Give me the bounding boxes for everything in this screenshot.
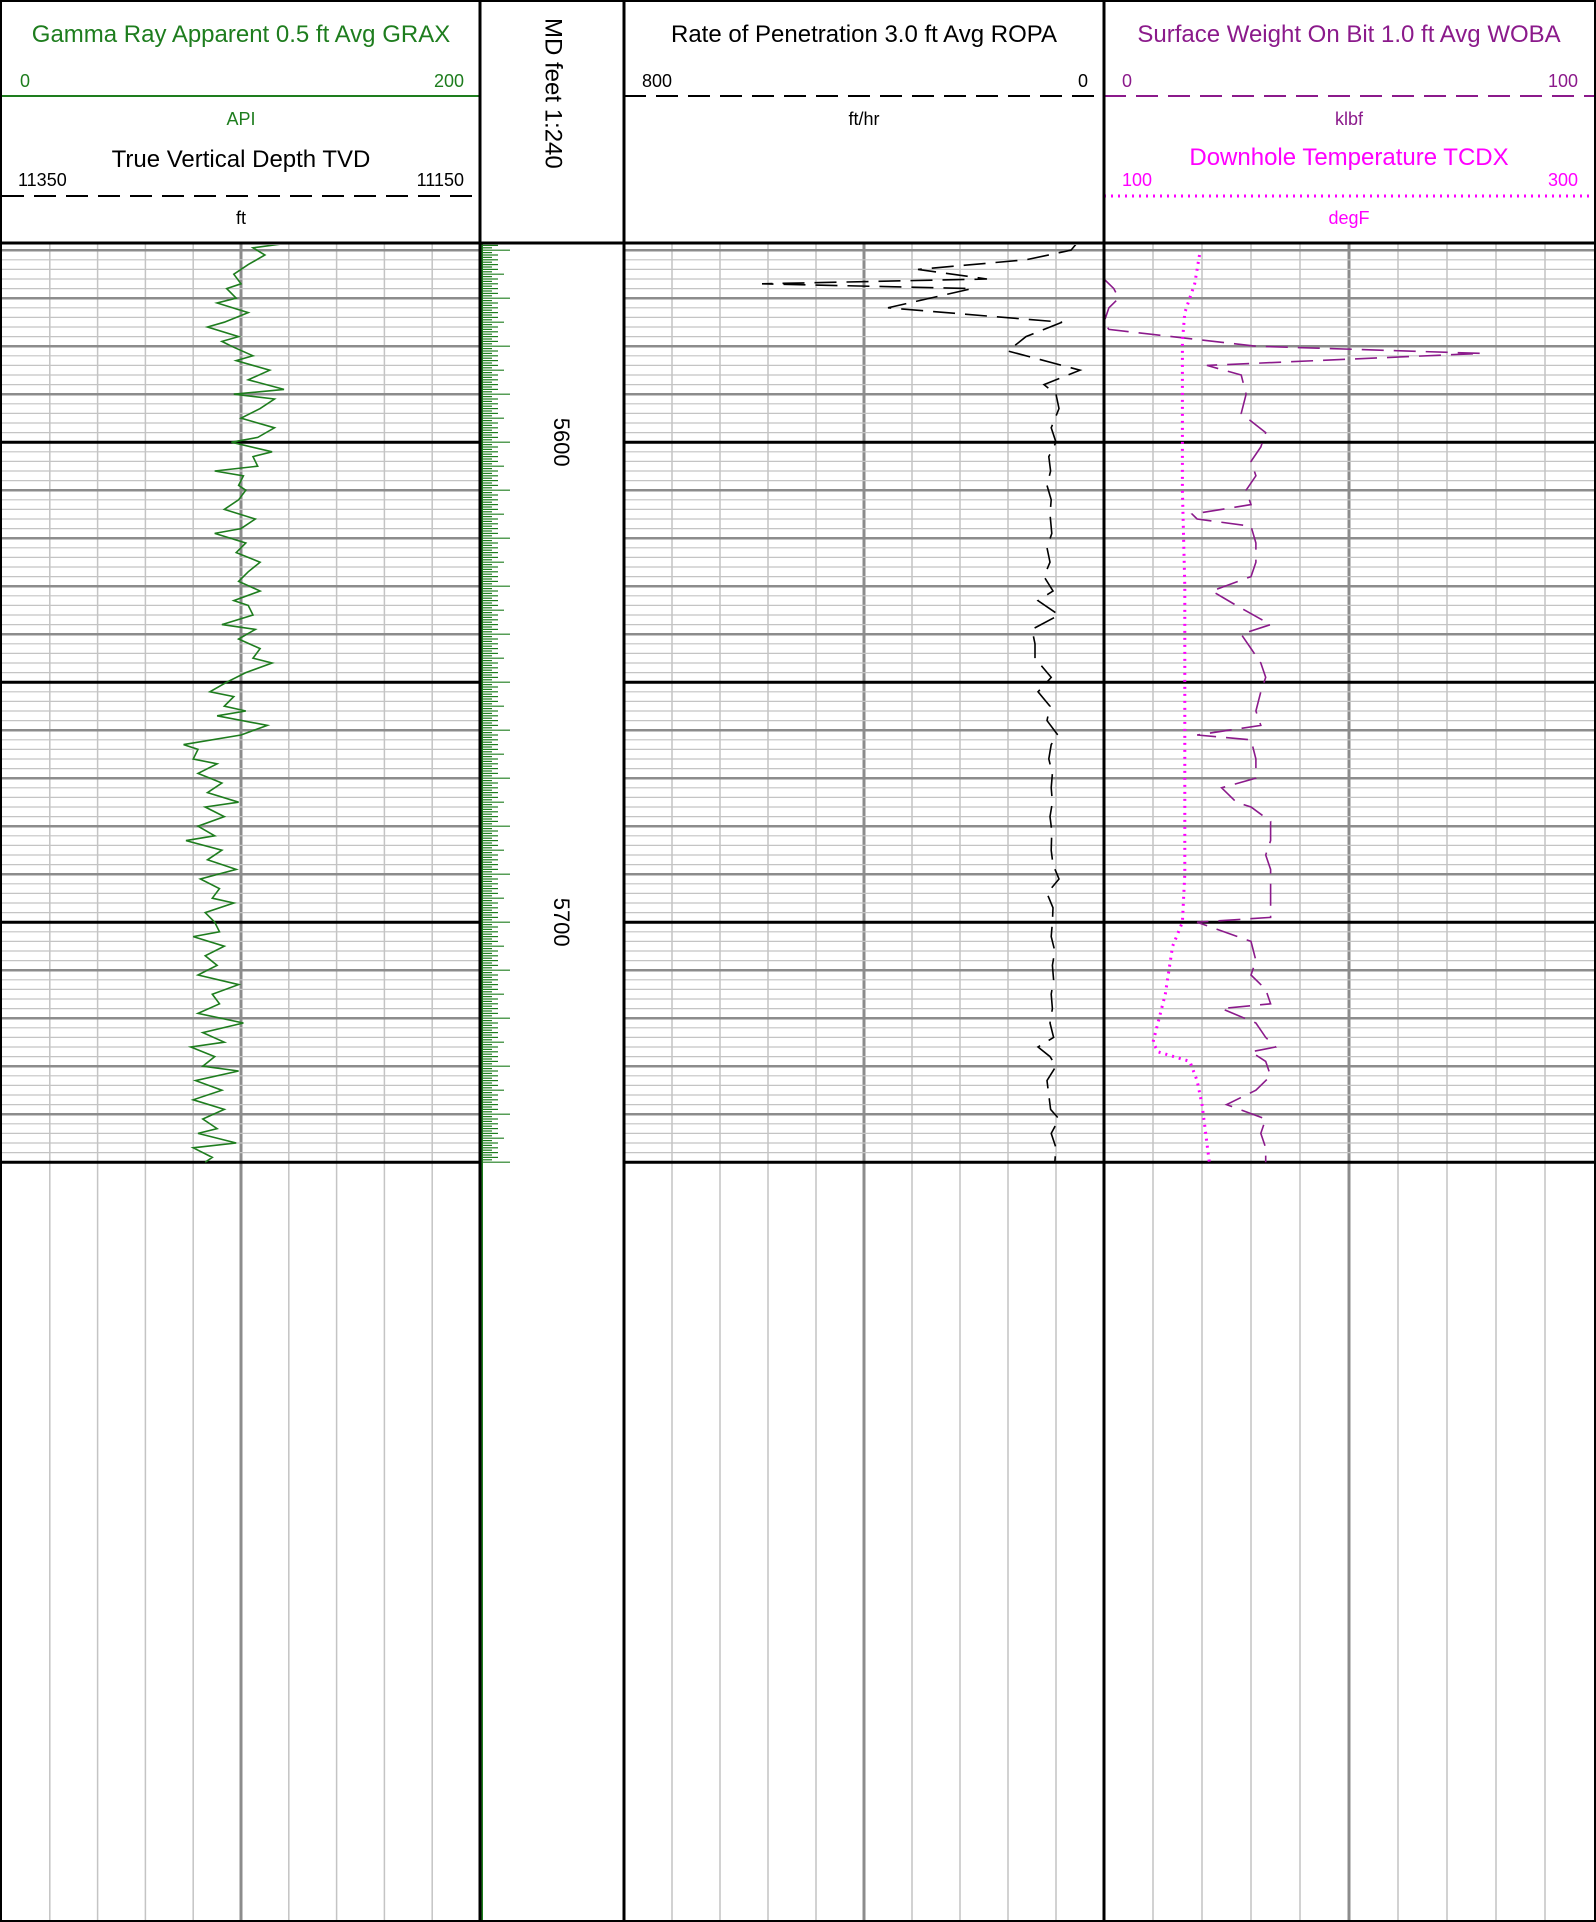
wob-curve-1-min-label: 100 <box>1122 170 1152 190</box>
curve-gamma-0 <box>183 245 285 1163</box>
header-layer: Gamma Ray Apparent 0.5 ft Avg GRAX 0 200 AP… <box>2 18 1594 228</box>
wob-curve-0-min-label: 0 <box>1122 71 1132 91</box>
gamma-curve-1-max-label: 11150 <box>417 170 464 190</box>
depth-scale-ticks: 5600 5700 <box>481 243 574 1922</box>
gamma-curve-0-name: Gamma Ray Apparent 0.5 ft Avg GRAX <box>32 21 450 48</box>
gamma-curve-0-min-label: 0 <box>20 71 30 91</box>
curve-wob-0 <box>1105 278 1482 1163</box>
gamma-curve-1-min-label: 11350 <box>18 170 67 190</box>
curve-wob-1 <box>1151 254 1211 1163</box>
depth-label-5700: 5700 <box>549 898 574 947</box>
rop-curve-0-name: Rate of Penetration 3.0 ft Avg ROPA <box>671 21 1057 48</box>
rop-curve-0-max-label: 0 <box>1078 71 1088 91</box>
curves-layer <box>183 245 1482 1163</box>
gamma-curve-0-unit: API <box>226 109 255 129</box>
rop-curve-0-unit: ft/hr <box>848 109 879 129</box>
wob-curve-1-max-label: 300 <box>1548 170 1578 190</box>
wob-curve-1-name: Downhole Temperature TCDX <box>1189 144 1508 171</box>
gamma-curve-1-name: True Vertical Depth TVD <box>112 146 371 173</box>
wob-curve-0-max-label: 100 <box>1548 71 1578 91</box>
wob-curve-0-unit: klbf <box>1335 109 1364 129</box>
gamma-curve-0-max-label: 200 <box>434 71 464 91</box>
gamma-curve-1-unit: ft <box>236 208 246 228</box>
rop-curve-0-min-label: 800 <box>642 71 672 91</box>
grid-layer <box>2 243 1594 1922</box>
curve-rop-0 <box>761 245 1083 1163</box>
depth-axis-title: MD feet 1:240 <box>540 18 567 169</box>
depth-label-5600: 5600 <box>549 418 574 467</box>
wob-curve-1-unit: degF <box>1328 208 1369 228</box>
wob-curve-0-name: Surface Weight On Bit 1.0 ft Avg WOBA <box>1137 21 1560 48</box>
